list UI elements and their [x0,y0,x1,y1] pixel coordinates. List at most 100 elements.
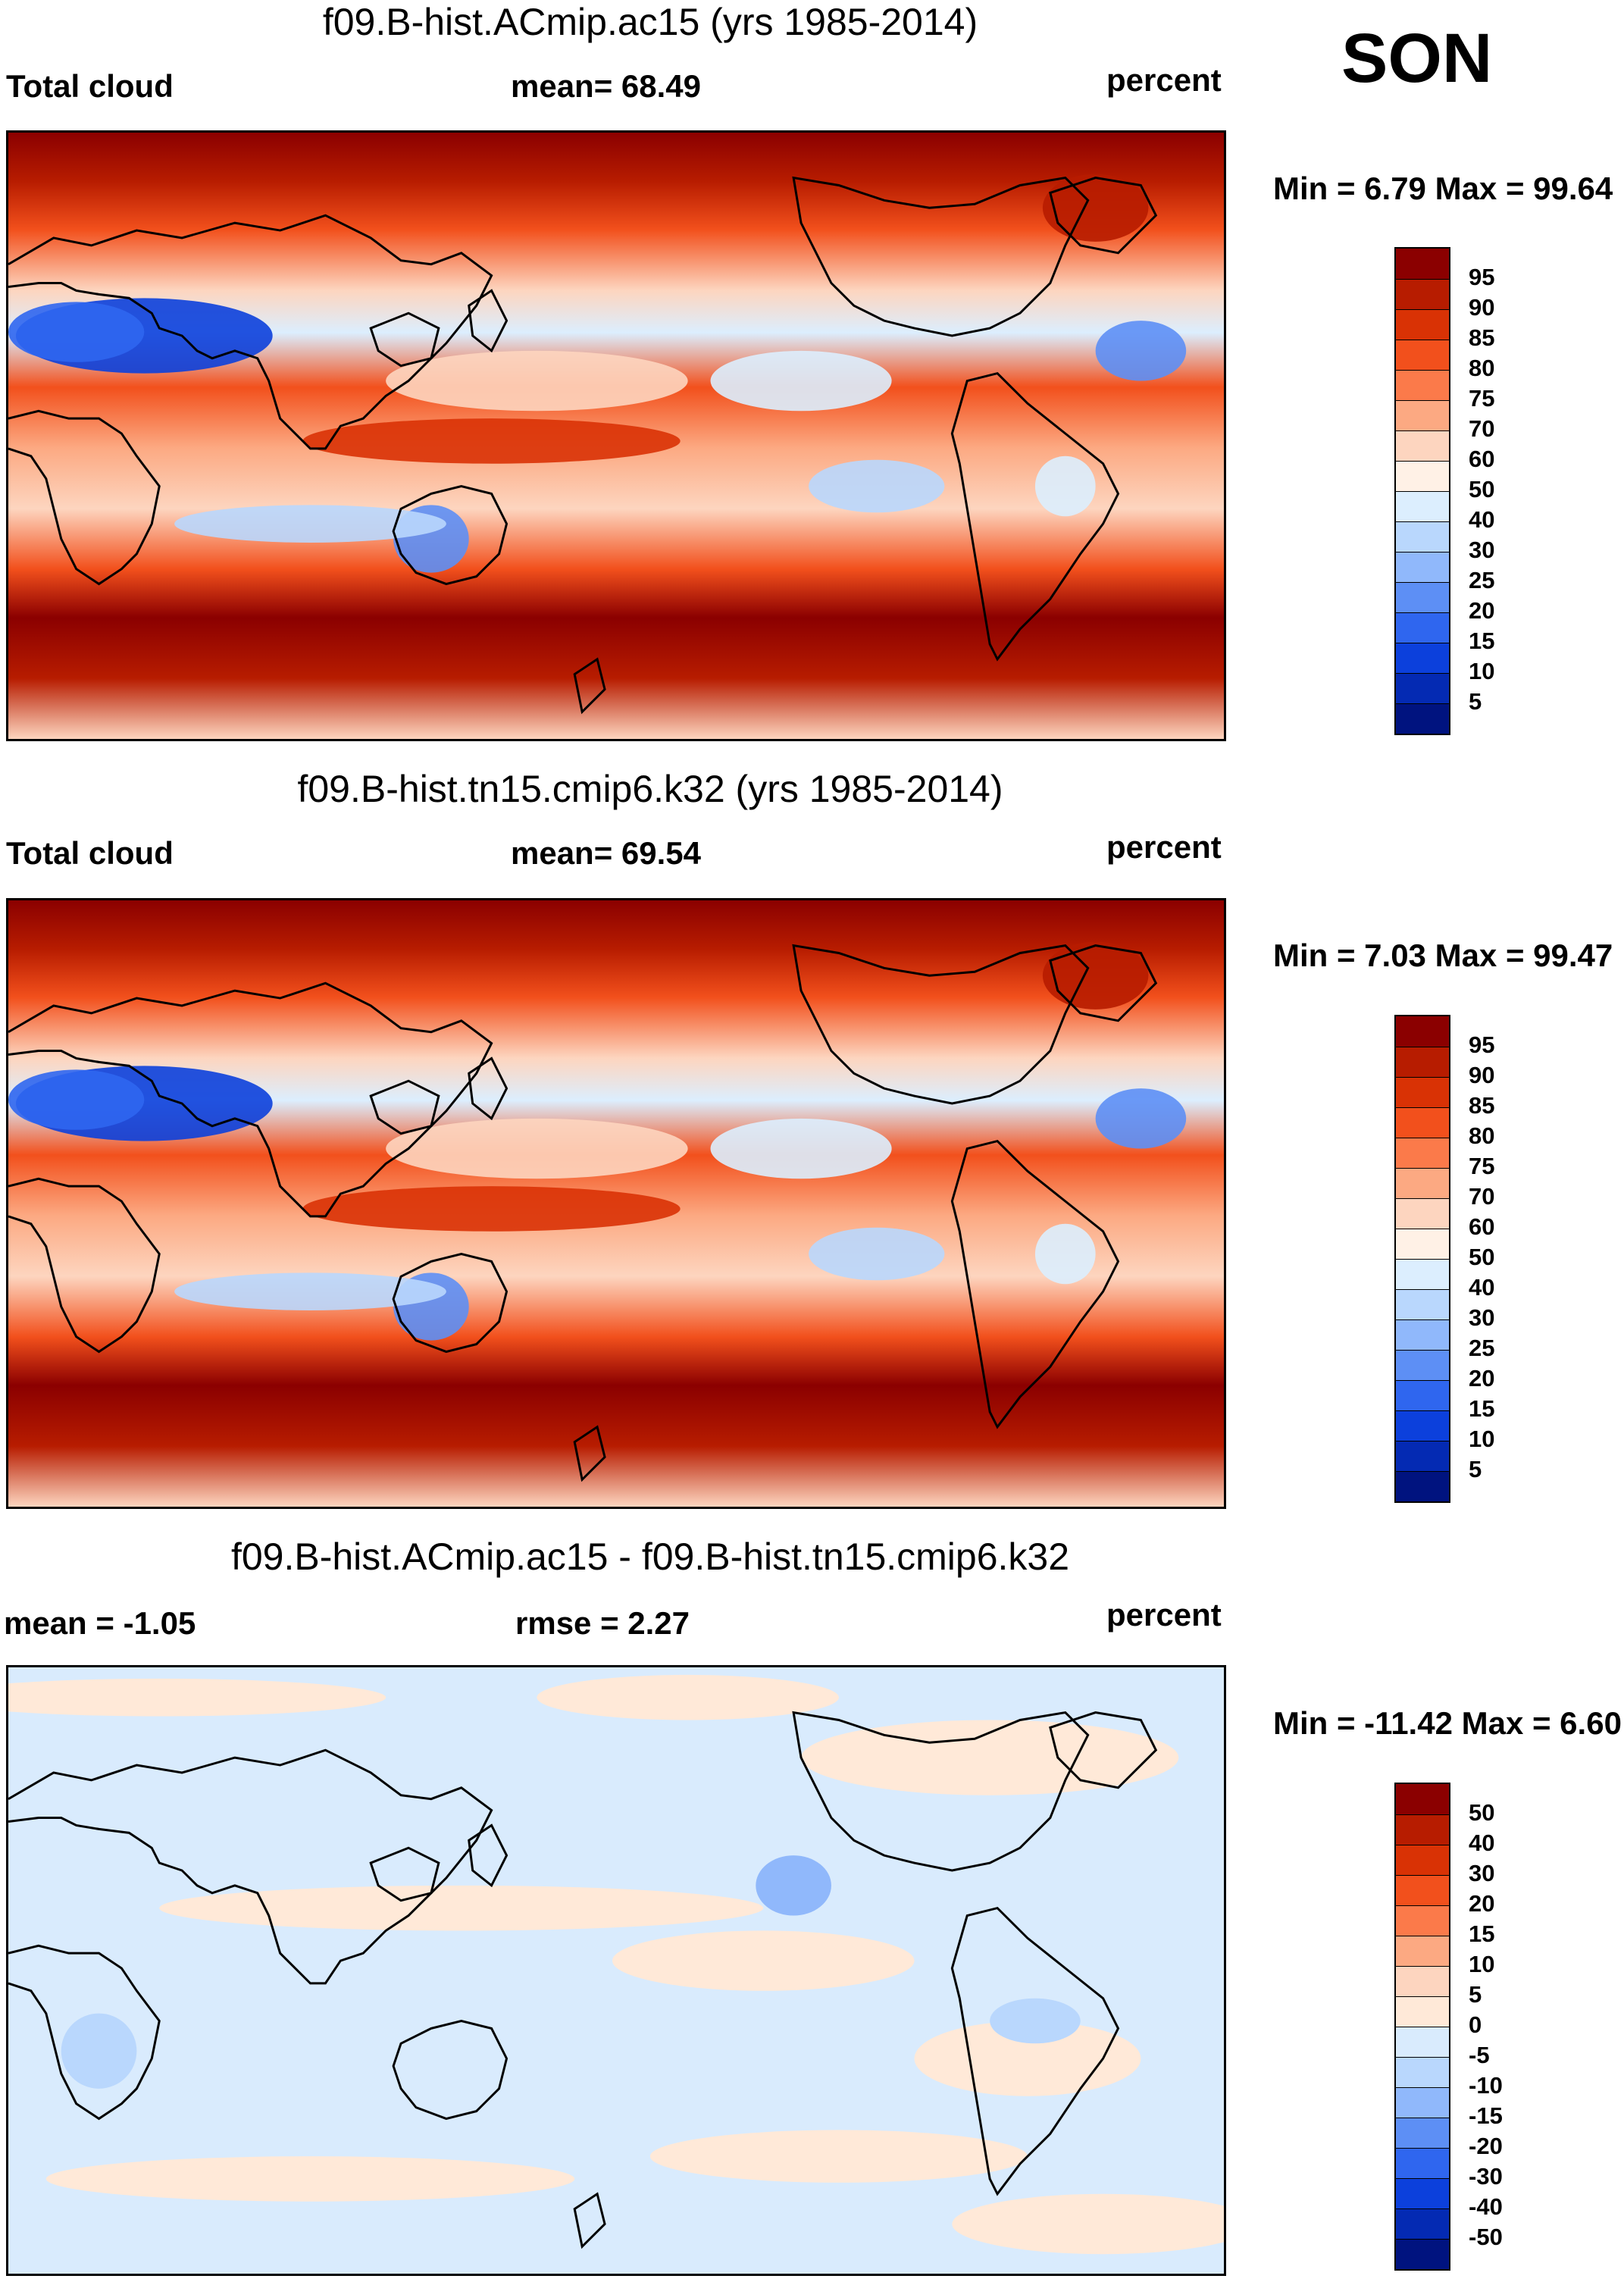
panel-1-minmax-label: Min = 6.79 Max = 99.64 [1273,171,1613,206]
colorbar-tick-label: 85 [1469,1092,1495,1119]
colorbar-tick-label: -10 [1469,2072,1503,2099]
colorbar-swatch [1396,1875,1449,1905]
colorbar-swatch [1396,1168,1449,1198]
colorbar-tick-label: -50 [1469,2224,1503,2250]
colorbar-swatch [1396,1784,1449,1814]
colorbar-tick-label: 10 [1469,1426,1495,1452]
colorbar-swatch [1396,1410,1449,1441]
colorbar-tick-label: 95 [1469,264,1495,290]
colorbar-swatch [1396,309,1449,340]
panel-2-title: f09.B-hist.tn15.cmip6.k32 (yrs 1985-2014… [297,768,1003,810]
colorbar-tick-label: 30 [1469,1860,1495,1886]
panel-1-map [6,130,1226,741]
colorbar-swatch [1396,1259,1449,1289]
colorbar-swatch [1396,1905,1449,1936]
colorbar-swatch [1396,1845,1449,1875]
colorbar-swatch [1396,1077,1449,1107]
colorbar-swatch [1396,1471,1449,1501]
colorbar-swatch [1396,2239,1449,2269]
colorbar-tick-label: 80 [1469,1122,1495,1149]
colorbar-swatch [1396,1996,1449,2027]
panel-3-rmse-label: rmse = 2.27 [515,1605,690,1641]
panel-3-mean-label: mean = -1.05 [4,1605,196,1641]
colorbar-swatch [1396,370,1449,400]
colorbar-tick-label: -30 [1469,2163,1503,2190]
colorbar-tick-label: 10 [1469,1951,1495,1977]
panel-1-units-label: percent [1106,62,1222,98]
colorbar-swatch [1396,2148,1449,2178]
colorbar-tick-label: 40 [1469,1830,1495,1856]
colorbar-swatch [1396,491,1449,521]
colorbar-swatch [1396,279,1449,309]
colorbar-swatch [1396,1936,1449,1966]
panel-2-minmax-label: Min = 7.03 Max = 99.47 [1273,938,1613,973]
panel-1-variable-label: Total cloud [6,68,174,104]
colorbar-tick-label: 25 [1469,567,1495,593]
colorbar-tick-label: 10 [1469,658,1495,684]
colorbar-tick-label: 20 [1469,1365,1495,1391]
colorbar-tick-label: 90 [1469,294,1495,321]
colorbar-swatch [1396,582,1449,612]
colorbar-tick-label: 5 [1469,1456,1482,1482]
colorbar-swatch [1396,2178,1449,2208]
colorbar-swatch [1396,2057,1449,2087]
panel-3-colorbar [1394,1783,1450,2271]
colorbar-swatch [1396,340,1449,370]
colorbar-swatch [1396,249,1449,279]
colorbar-swatch [1396,643,1449,673]
colorbar-tick-label: -5 [1469,2042,1490,2068]
colorbar-swatch [1396,400,1449,430]
season-label: SON [1341,20,1493,97]
panel-2-map [6,898,1226,1509]
colorbar-swatch [1396,1319,1449,1350]
colorbar-tick-label: 60 [1469,1213,1495,1240]
colorbar-swatch [1396,521,1449,552]
colorbar-swatch [1396,2118,1449,2148]
colorbar-tick-label: 5 [1469,1981,1482,2008]
colorbar-tick-label: 5 [1469,688,1482,715]
colorbar-tick-label: 30 [1469,1304,1495,1331]
colorbar-tick-label: 30 [1469,537,1495,563]
panel-2-colorbar [1394,1015,1450,1503]
colorbar-swatch [1396,1441,1449,1471]
colorbar-swatch [1396,1289,1449,1319]
colorbar-swatch [1396,2208,1449,2239]
colorbar-swatch [1396,2027,1449,2057]
colorbar-tick-label: 20 [1469,597,1495,624]
colorbar-tick-label: 40 [1469,506,1495,533]
colorbar-swatch [1396,1350,1449,1380]
panel-3-map [6,1665,1226,2276]
colorbar-swatch [1396,1229,1449,1259]
colorbar-tick-label: -15 [1469,2102,1503,2129]
colorbar-swatch [1396,612,1449,643]
colorbar-swatch [1396,1380,1449,1410]
panel-1-colorbar [1394,247,1450,735]
colorbar-swatch [1396,2087,1449,2118]
colorbar-tick-label: 25 [1469,1335,1495,1361]
colorbar-tick-label: 75 [1469,1153,1495,1179]
colorbar-swatch [1396,673,1449,703]
colorbar-tick-label: 15 [1469,1395,1495,1422]
colorbar-swatch [1396,1016,1449,1047]
colorbar-tick-label: 85 [1469,324,1495,351]
colorbar-tick-label: 60 [1469,446,1495,472]
panel-2-mean-label: mean= 69.54 [511,835,702,871]
colorbar-tick-label: 70 [1469,415,1495,442]
panel-2-units-label: percent [1106,829,1222,865]
colorbar-swatch [1396,1198,1449,1229]
colorbar-tick-label: 80 [1469,355,1495,381]
colorbar-tick-label: 50 [1469,476,1495,502]
colorbar-tick-label: 70 [1469,1183,1495,1210]
colorbar-swatch [1396,1966,1449,1996]
colorbar-swatch [1396,430,1449,461]
colorbar-tick-label: 40 [1469,1274,1495,1301]
colorbar-tick-label: -40 [1469,2193,1503,2220]
colorbar-tick-label: 90 [1469,1062,1495,1088]
panel-1-title: f09.B-hist.ACmip.ac15 (yrs 1985-2014) [322,1,978,43]
colorbar-swatch [1396,703,1449,734]
panel-2-variable-label: Total cloud [6,835,174,871]
colorbar-swatch [1396,461,1449,491]
panel-3-minmax-label: Min = -11.42 Max = 6.60 [1273,1705,1622,1741]
colorbar-tick-label: 50 [1469,1799,1495,1826]
colorbar-swatch [1396,1138,1449,1168]
